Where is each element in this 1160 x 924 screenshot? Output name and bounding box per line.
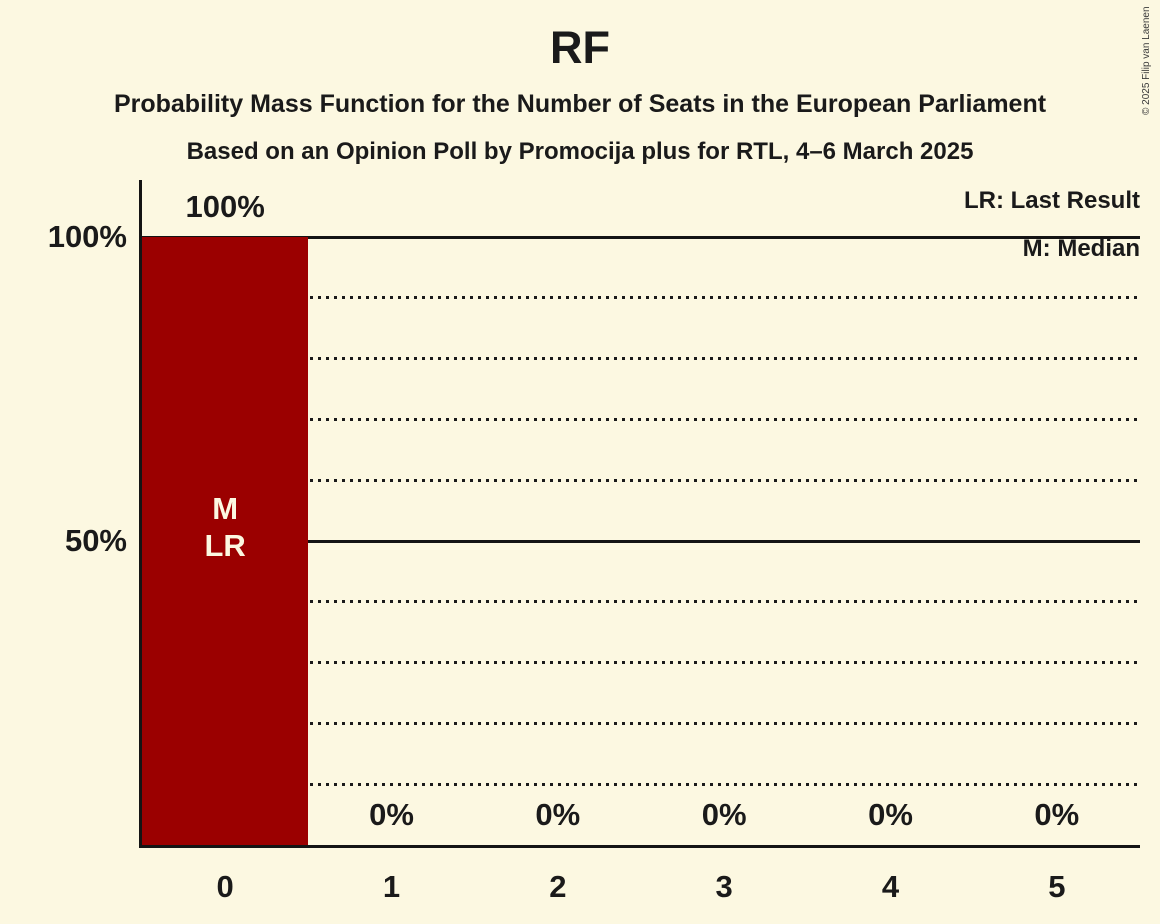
gridline-50 — [142, 539, 1140, 543]
chart-source-line: Based on an Opinion Poll by Promocija pl… — [186, 138, 974, 165]
bar-slot-3: 0% 3 — [641, 237, 807, 904]
x-tick-5: 5 — [1048, 869, 1066, 904]
gridline-100 — [142, 235, 1140, 239]
gridline-60 — [142, 478, 1140, 482]
copyright-notice: © 2025 Filip van Laenen — [1141, 6, 1152, 115]
legend-median: M: Median — [1022, 235, 1140, 262]
plot-area: M LR 100% 0 0% 1 0% 2 0% 3 0% 4 0% 5 — [142, 189, 1140, 904]
chart-subtitle: Probability Mass Function for the Number… — [113, 90, 1047, 118]
legend-last-result: LR: Last Result — [963, 187, 1140, 214]
bar-slot-0: M LR 100% 0 — [142, 189, 309, 904]
value-label-1: 0% — [369, 797, 414, 832]
gridline-70 — [142, 417, 1140, 421]
x-axis — [139, 845, 1140, 848]
bar-slot-1: 0% 1 — [308, 237, 474, 904]
value-label-0: 100% — [185, 189, 265, 224]
value-label-2: 0% — [535, 797, 581, 832]
x-tick-1: 1 — [382, 869, 401, 904]
gridline-10 — [142, 782, 1140, 786]
x-tick-2: 2 — [549, 869, 567, 904]
x-tick-4: 4 — [881, 869, 900, 904]
bar-0: M LR — [142, 237, 309, 845]
bar-annotation-line: M — [212, 491, 239, 527]
y-tick-50: 50% — [64, 523, 127, 558]
gridline-80 — [142, 357, 1140, 361]
bar-annotation-0: M LR — [142, 490, 308, 564]
y-tick-100: 100% — [47, 219, 127, 254]
x-tick-3: 3 — [715, 869, 733, 904]
x-tick-0: 0 — [216, 869, 234, 904]
gridline-90 — [142, 296, 1140, 300]
gridline-40 — [142, 600, 1140, 604]
gridline-20 — [142, 721, 1140, 725]
value-label-4: 0% — [868, 797, 913, 832]
bar-slot-5: 0% 5 — [974, 237, 1140, 904]
y-axis — [139, 180, 142, 848]
bar-slot-2: 0% 2 — [475, 237, 641, 904]
gridline-30 — [142, 661, 1140, 665]
value-label-5: 0% — [1034, 797, 1080, 832]
value-label-3: 0% — [701, 797, 747, 832]
chart-title: RF — [550, 22, 610, 73]
bar-slot-4: 0% 4 — [807, 237, 973, 904]
bar-annotation-line: LR — [204, 528, 246, 564]
